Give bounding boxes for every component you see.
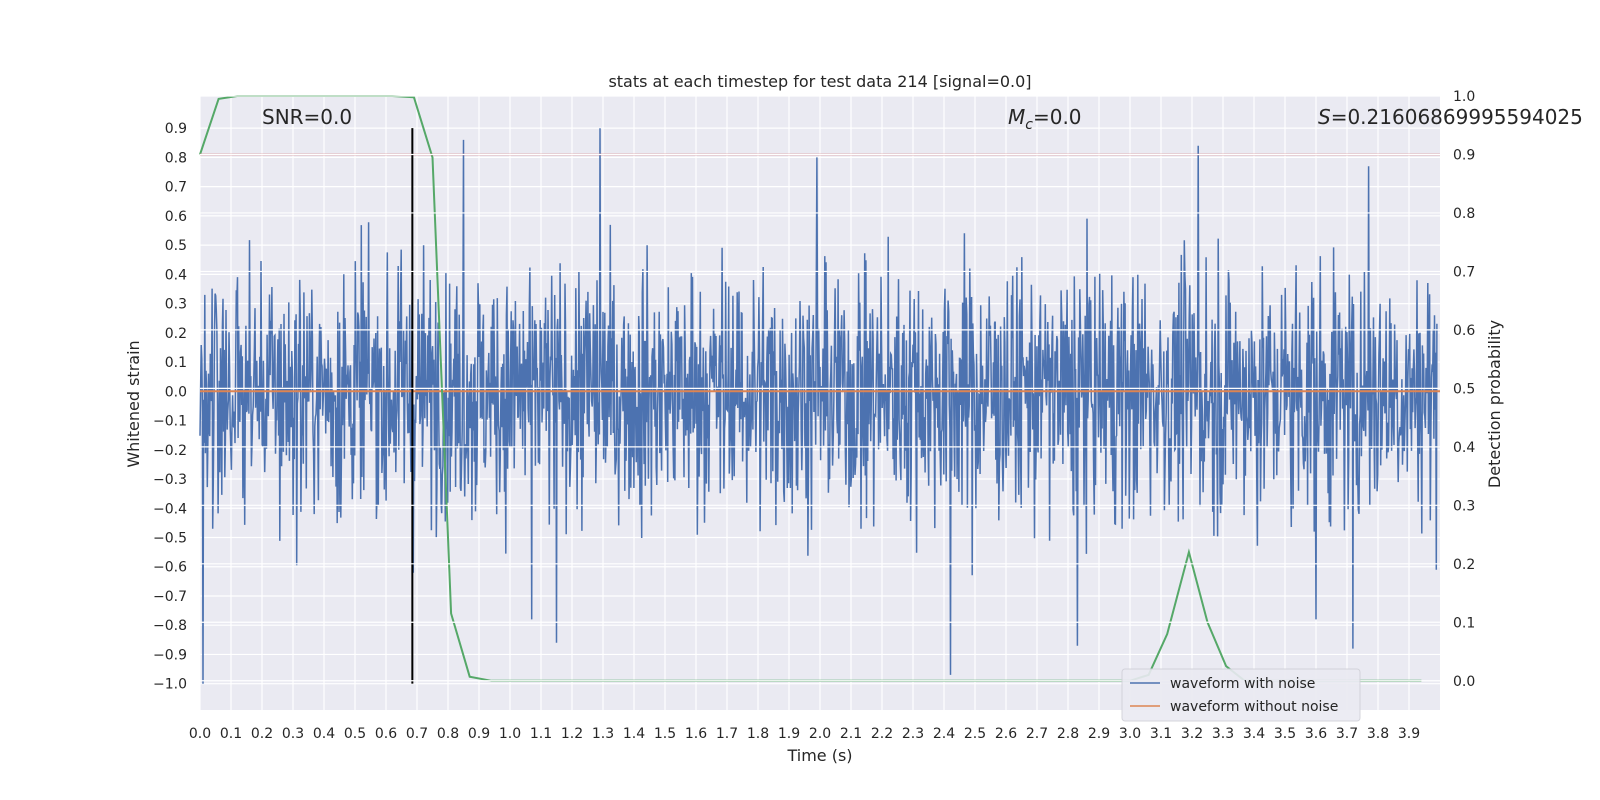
y2-tick-label: 0.1 [1453,615,1475,631]
y-tick-label: −0.6 [153,560,187,576]
x-tick-label: 3.5 [1274,726,1296,742]
y-tick-label: −0.8 [153,618,187,634]
x-tick-label: 2.5 [964,726,986,742]
chirp-mass-annotation: Mc=0.0 [1008,105,1082,133]
x-tick-label: 2.6 [995,726,1017,742]
x-tick-label: 1.9 [778,726,800,742]
y-tick-label: 0.0 [165,384,187,400]
x-tick-label: 0.9 [468,726,490,742]
y-tick-label: −0.4 [153,501,187,517]
x-tick-label: 3.2 [1181,726,1203,742]
y-tick-label: 0.8 [165,150,187,166]
x-tick-label: 1.3 [592,726,614,742]
y2-tick-label: 0.3 [1453,498,1475,514]
y-tick-label: −0.3 [153,472,187,488]
legend-label-clean: waveform without noise [1170,699,1338,715]
x-tick-label: 2.2 [871,726,893,742]
y2-tick-label: 0.7 [1453,264,1475,280]
chart-title: stats at each timestep for test data 214… [608,72,1031,91]
y2-tick-label: 0.8 [1453,206,1475,222]
x-tick-label: 2.1 [840,726,862,742]
x-tick-label: 0.0 [189,726,211,742]
horizontal-gridlines [200,127,1440,685]
legend-label-noise: waveform with noise [1170,676,1315,692]
s-value: =0.21606869995594025 [1331,105,1583,129]
x-axis-tick-labels: 0.0 0.1 0.2 0.3 0.4 0.5 0.6 0.7 0.8 0.9 1.0 1.1 1.2 1… [189,726,1420,742]
x-tick-label: 2.8 [1057,726,1079,742]
y-tick-label: 0.7 [165,180,187,196]
y-tick-label: −1.0 [153,677,187,693]
x-tick-label: 3.1 [1150,726,1172,742]
legend-box [1121,668,1361,722]
right-axis-gridlines [200,95,1440,682]
waveform-with-noise-line [199,128,1438,684]
x-tick-label: 0.8 [437,726,459,742]
y-tick-label: 0.5 [165,238,187,254]
chirp-mass-subscript: c [1025,117,1033,133]
x-tick-label: 0.6 [375,726,397,742]
legend: waveform with noise waveform without noi… [1121,668,1361,722]
x-tick-label: 0.1 [220,726,242,742]
y2-axis-label: Detection probability [1485,320,1504,488]
y-tick-label: −0.2 [153,443,187,459]
s-annotation: S=0.21606869995594025 [1318,105,1583,129]
x-tick-label: 1.2 [561,726,583,742]
chirp-mass-symbol: M [1008,105,1025,129]
x-tick-label: 1.7 [716,726,738,742]
snr-annotation: SNR=0.0 [262,105,352,129]
y-tick-label: 0.2 [165,326,187,342]
x-axis-label: Time (s) [786,746,852,765]
y-tick-label: 0.6 [165,209,187,225]
y-tick-label: −0.1 [153,414,187,430]
x-tick-label: 0.2 [251,726,273,742]
y2-tick-label: 0.4 [1453,440,1475,456]
waveform-with-noise-series [199,128,1438,684]
x-tick-label: 1.4 [623,726,645,742]
y-axis-tick-labels: 0.9 0.8 0.7 0.6 0.5 0.4 0.3 0.2 0.1 0.0 −0.1 −0.2 −0… [153,121,187,693]
chirp-mass-value: =0.0 [1033,105,1082,129]
y2-tick-label: 1.0 [1453,89,1475,105]
x-tick-label: 0.4 [313,726,335,742]
y2-tick-label: 0.0 [1453,674,1475,690]
y2-tick-label: 0.6 [1453,323,1475,339]
y2-axis-tick-labels: 1.0 0.9 0.8 0.7 0.6 0.5 0.4 0.3 0.2 0.1 0.0 [1453,89,1475,690]
y-tick-label: −0.5 [153,530,187,546]
y2-tick-label: 0.2 [1453,557,1475,573]
y-axis-label: Whitened strain [124,340,143,467]
y2-tick-label: 0.5 [1453,381,1475,397]
x-tick-label: 3.0 [1119,726,1141,742]
x-tick-label: 1.0 [499,726,521,742]
x-tick-label: 2.4 [933,726,955,742]
x-tick-label: 1.6 [685,726,707,742]
x-tick-label: 3.4 [1243,726,1265,742]
x-tick-label: 0.7 [406,726,428,742]
x-tick-label: 3.3 [1212,726,1234,742]
x-tick-label: 1.1 [530,726,552,742]
x-tick-label: 1.5 [654,726,676,742]
x-tick-label: 2.3 [902,726,924,742]
s-symbol: S [1318,105,1331,129]
y-tick-label: −0.7 [153,589,187,605]
x-tick-label: 3.8 [1367,726,1389,742]
y-tick-label: −0.9 [153,647,187,663]
x-tick-label: 0.5 [344,726,366,742]
x-tick-label: 1.8 [747,726,769,742]
y-tick-label: 0.9 [165,121,187,137]
x-tick-label: 2.0 [809,726,831,742]
x-tick-label: 3.7 [1336,726,1358,742]
y-tick-label: 0.3 [165,297,187,313]
y2-tick-label: 0.9 [1453,147,1475,163]
x-tick-label: 0.3 [282,726,304,742]
x-tick-label: 3.9 [1398,726,1420,742]
x-tick-label: 2.7 [1026,726,1048,742]
y-tick-label: 0.1 [165,355,187,371]
x-tick-label: 2.9 [1088,726,1110,742]
y-tick-label: 0.4 [165,267,187,283]
x-tick-label: 3.6 [1305,726,1327,742]
